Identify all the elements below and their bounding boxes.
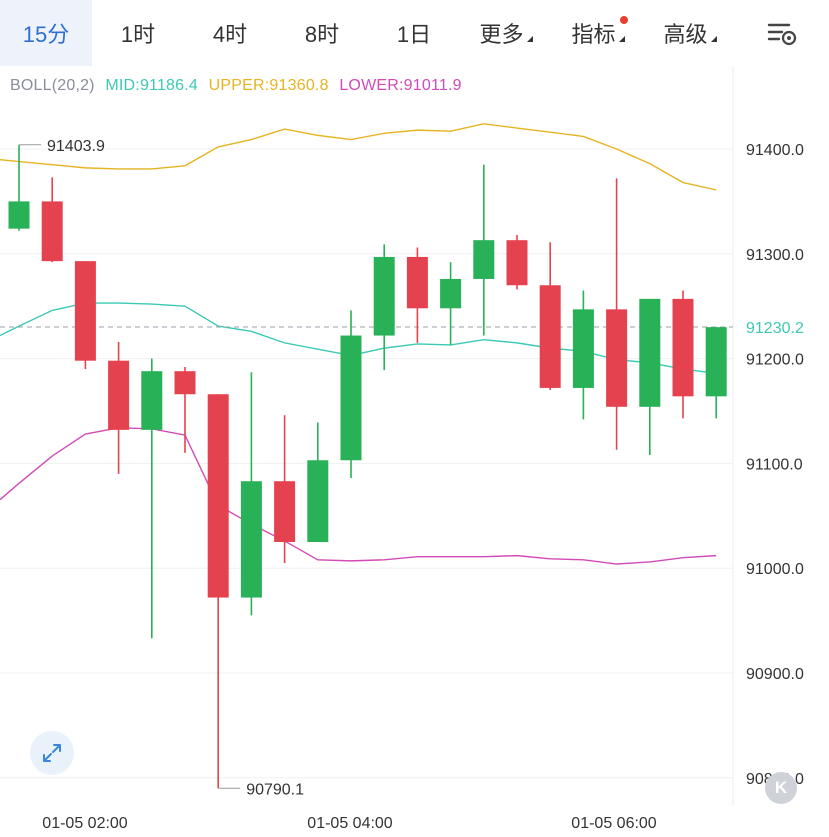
timeframe-tab-bar: 15分 1时 4时 8时 1日 更多 指标 高级: [0, 0, 829, 66]
tab-label: 1时: [120, 22, 156, 47]
max-price-label: 91403.9: [47, 138, 105, 155]
tab-1d[interactable]: 1日: [368, 0, 460, 66]
boll-indicator-header: BOLL(20,2) MID:91186.4 UPPER:91360.8 LOW…: [10, 77, 468, 95]
y-tick-label: 91100.0: [746, 456, 803, 473]
tab-1h[interactable]: 1时: [92, 0, 184, 66]
y-tick-label: 91400.0: [746, 142, 804, 159]
tab-advanced-dropdown[interactable]: 高级: [644, 0, 736, 66]
tab-label: 8时: [304, 22, 340, 47]
candle-body: [572, 309, 594, 388]
expand-icon[interactable]: [30, 731, 74, 775]
dropdown-caret-icon: [710, 36, 717, 42]
tab-more-dropdown[interactable]: 更多: [460, 0, 552, 66]
chart-settings-icon[interactable]: [760, 14, 800, 52]
boll-name: BOLL(20,2): [10, 77, 95, 94]
tab-8h[interactable]: 8时: [276, 0, 368, 66]
x-tick-label: 01-05 02:00: [42, 815, 128, 832]
dropdown-caret-icon: [526, 36, 533, 42]
x-tick-label: 01-05 06:00: [571, 815, 657, 832]
tab-label: 15分: [22, 22, 70, 47]
candle-body: [639, 298, 661, 407]
tab-label: 更多: [479, 22, 524, 47]
boll-mid-value: MID:91186.4: [105, 77, 198, 94]
candle-body: [274, 481, 296, 542]
candle-body: [240, 481, 262, 598]
candle-body: [307, 460, 329, 542]
candle-body: [373, 256, 395, 336]
candle-body: [440, 278, 462, 309]
boll-upper-line: [0, 123, 717, 191]
candle-body: [473, 240, 495, 279]
notification-dot: [620, 16, 628, 24]
current-price-tag: 91230.2: [746, 320, 804, 337]
tab-label: 1日: [396, 22, 432, 47]
candle-body: [74, 261, 96, 361]
candle-body: [506, 240, 528, 286]
candle-body: [41, 201, 63, 262]
tab-4h[interactable]: 4时: [184, 0, 276, 66]
candle-body: [406, 256, 428, 309]
tab-indicators-dropdown[interactable]: 指标: [552, 0, 644, 66]
y-tick-label: 91300.0: [746, 247, 804, 264]
candle-body: [340, 335, 362, 461]
y-tick-label: 91200.0: [746, 352, 804, 369]
y-tick-label: 91000.0: [746, 561, 804, 578]
tab-label: 4时: [212, 22, 248, 47]
candle-body: [207, 394, 229, 598]
tab-label: 指标: [571, 22, 616, 47]
candle-body: [108, 360, 130, 430]
candle-body: [141, 371, 163, 430]
candle-body: [705, 327, 727, 397]
dropdown-caret-icon: [618, 36, 625, 42]
candle-body: [174, 371, 196, 395]
boll-lower-line: [0, 427, 717, 565]
candle-body: [606, 309, 628, 407]
boll-lower-value: LOWER:91011.9: [339, 77, 462, 94]
candle-body: [8, 201, 30, 229]
watermark-logo-badge: K: [765, 772, 797, 804]
tab-label: 高级: [663, 22, 708, 47]
candle-body: [672, 298, 694, 397]
tab-15m[interactable]: 15分: [0, 0, 92, 66]
boll-upper-value: UPPER:91360.8: [208, 77, 329, 94]
min-price-label: 90790.1: [246, 781, 304, 798]
y-tick-label: 90900.0: [746, 666, 804, 683]
x-tick-label: 01-05 04:00: [307, 815, 393, 832]
candle-body: [539, 285, 561, 388]
